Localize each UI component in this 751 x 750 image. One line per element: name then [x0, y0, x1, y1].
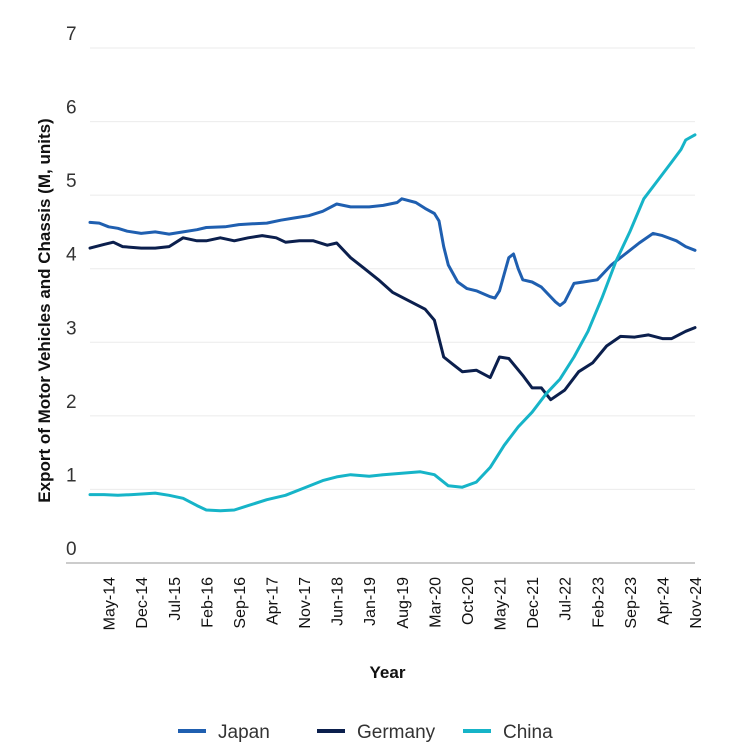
x-tick-label: Sep-16 [232, 577, 249, 629]
x-tick-label: Sep-23 [623, 577, 640, 629]
x-tick-label: May-14 [102, 577, 119, 630]
y-tick-label: 6 [66, 98, 77, 119]
x-tick-label: May-21 [493, 577, 510, 630]
legend-label: Japan [218, 722, 270, 743]
x-tick-label: Aug-19 [395, 577, 412, 629]
legend-item-germany: Germany [317, 722, 436, 743]
series-line-japan [88, 197, 697, 307]
x-tick-label: Feb-16 [199, 577, 216, 628]
x-tick-label: Mar-20 [427, 577, 444, 628]
legend-label: Germany [357, 722, 436, 743]
y-tick-label: 5 [66, 171, 77, 192]
legend-label: China [503, 722, 553, 743]
x-tick-label: Oct-20 [460, 577, 477, 625]
y-tick-label: 0 [66, 539, 77, 560]
series-lines [88, 133, 697, 513]
x-tick-label: Jun-18 [330, 577, 347, 626]
y-tick-label: 2 [66, 392, 77, 413]
y-tick-label: 7 [66, 24, 77, 45]
y-tick-label: 3 [66, 318, 77, 339]
y-tick-label: 4 [66, 245, 77, 266]
gridlines [90, 47, 695, 490]
series-line-china [88, 133, 697, 513]
x-tick-label: Jul-22 [558, 577, 575, 621]
x-tick-label: Jan-19 [362, 577, 379, 626]
x-tick-label: Dec-14 [134, 577, 151, 629]
y-tick-label: 1 [66, 465, 77, 486]
x-tick-label: Nov-17 [297, 577, 314, 629]
x-tick-label: Jul-15 [167, 577, 184, 621]
x-tick-label: Nov-24 [688, 577, 705, 629]
x-axis-label: Year [370, 663, 406, 682]
legend-item-china: China [463, 722, 553, 743]
series-line-germany [88, 234, 697, 402]
x-tick-label: Apr-17 [265, 577, 282, 625]
x-tick-label: Apr-24 [655, 577, 672, 625]
y-axis-label: Export of Motor Vehicles and Chassis (M,… [35, 118, 54, 502]
legend: Japan Germany China [178, 722, 553, 743]
x-tick-label: Dec-21 [525, 577, 542, 629]
x-axis-ticks: May-14 Dec-14 Jul-15 Feb-16 Sep-16 Apr-17 Nov-… [102, 577, 705, 630]
y-axis-ticks: 0 1 2 3 4 5 6 7 [66, 24, 77, 560]
x-tick-label: Feb-23 [590, 577, 607, 628]
legend-item-japan: Japan [178, 722, 270, 743]
